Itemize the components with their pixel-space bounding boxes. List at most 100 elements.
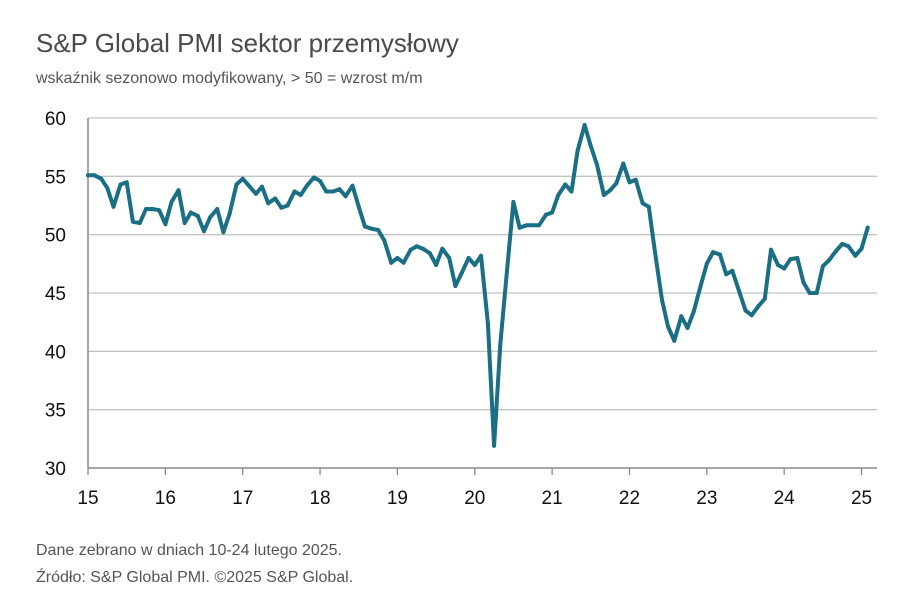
data-point: [420, 246, 425, 251]
x-tick-label-18: 18: [309, 488, 330, 509]
data-point: [195, 214, 200, 218]
data-point: [698, 284, 703, 288]
data-point: [834, 249, 838, 253]
data-point: [157, 208, 162, 213]
data-point: [202, 229, 206, 234]
data-point: [653, 250, 657, 255]
data-point: [608, 188, 613, 193]
x-tick-label-22: 22: [619, 488, 640, 509]
data-point: [614, 181, 619, 186]
data-point: [266, 201, 271, 206]
data-point: [337, 187, 342, 192]
data-point: [311, 175, 316, 180]
x-tick-label-23: 23: [696, 488, 717, 509]
data-point: [144, 207, 148, 211]
data-point: [859, 246, 864, 251]
x-tick-label-24: 24: [774, 488, 796, 509]
data-point: [163, 222, 168, 227]
data-point: [414, 244, 419, 249]
data-point: [227, 211, 232, 216]
data-point: [749, 313, 754, 318]
data-point: [711, 250, 715, 255]
data-point: [666, 324, 671, 329]
data-point: [215, 207, 220, 211]
data-point: [92, 173, 97, 178]
data-point: [724, 272, 729, 277]
data-point: [343, 194, 348, 199]
data-point: [679, 314, 684, 319]
data-point: [279, 205, 284, 210]
data-point: [395, 256, 400, 260]
data-point: [318, 179, 323, 183]
data-point: [273, 196, 278, 201]
data-point: [260, 184, 264, 189]
data-point: [176, 188, 181, 193]
data-point: [691, 309, 696, 314]
data-point: [595, 162, 599, 167]
data-point: [633, 177, 638, 182]
data-point: [556, 193, 561, 197]
data-point: [853, 253, 858, 258]
data-point: [369, 226, 374, 231]
data-point: [324, 189, 329, 194]
data-point: [124, 180, 129, 185]
data-point: [401, 260, 406, 265]
data-point: [105, 186, 110, 190]
data-point: [331, 189, 336, 194]
x-tick-label-16: 16: [155, 488, 176, 509]
data-point: [865, 225, 870, 230]
chart-subtitle: wskaźnik sezonowo modyfikowany, > 50 = w…: [36, 70, 423, 87]
data-point: [718, 252, 722, 257]
data-point: [447, 256, 452, 260]
data-point: [434, 263, 439, 267]
y-tick-label-40: 40: [45, 342, 66, 363]
data-point: [86, 173, 90, 178]
data-point: [543, 212, 548, 217]
data-point: [776, 263, 780, 267]
x-tick-label-19: 19: [387, 488, 408, 509]
data-point: [208, 215, 213, 220]
data-point: [511, 200, 516, 204]
data-point: [601, 193, 606, 197]
data-point: [582, 123, 587, 127]
data-point: [440, 246, 445, 251]
data-point: [807, 291, 812, 295]
data-point: [801, 280, 806, 285]
data-point: [130, 219, 135, 224]
data-point: [472, 263, 477, 267]
data-point: [756, 303, 761, 308]
data-point: [627, 180, 632, 185]
data-point: [640, 201, 645, 206]
data-point: [505, 265, 510, 270]
data-point: [389, 260, 394, 265]
x-tick-label-17: 17: [232, 488, 253, 509]
data-point: [492, 443, 497, 448]
y-tick-label-30: 30: [45, 459, 66, 480]
x-tick-label-20: 20: [464, 488, 485, 509]
x-tick-label-15: 15: [77, 488, 98, 509]
data-point: [350, 183, 355, 188]
x-tick-label-21: 21: [542, 488, 563, 509]
data-point: [846, 244, 851, 249]
chart-title: S&P Global PMI sektor przemysłowy: [36, 28, 459, 58]
data-point: [498, 342, 503, 347]
data-point: [524, 223, 529, 228]
data-point: [814, 291, 819, 295]
y-tick-label-45: 45: [45, 284, 66, 305]
data-point: [646, 204, 651, 209]
data-point: [795, 256, 800, 260]
data-point: [685, 326, 690, 330]
data-point: [234, 182, 239, 187]
series-line-pmi: [86, 123, 870, 448]
data-point: [221, 230, 226, 235]
data-point: [569, 189, 574, 194]
data-point: [298, 193, 303, 197]
data-point: [376, 228, 381, 232]
source-note: Źródło: S&P Global PMI. ©2025 S&P Global…: [36, 569, 354, 586]
data-point: [621, 161, 626, 166]
data-point: [118, 182, 123, 187]
data-point: [292, 189, 297, 194]
y-tick-label-35: 35: [45, 401, 66, 422]
data-point: [820, 264, 825, 269]
